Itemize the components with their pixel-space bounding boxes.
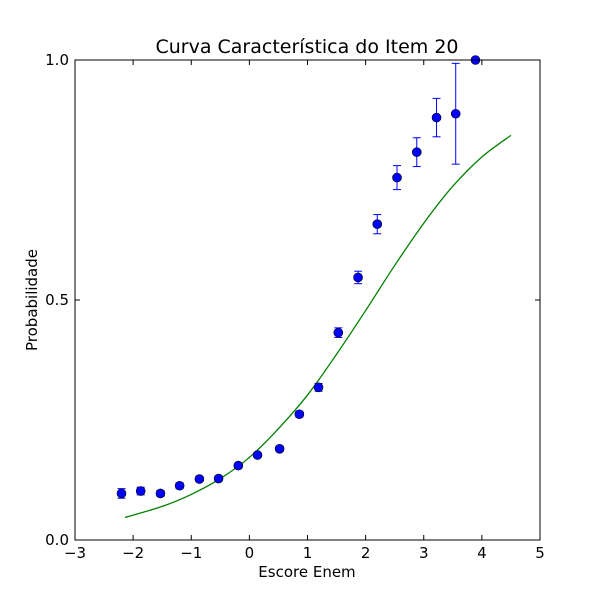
data-point — [333, 327, 344, 338]
data-point — [431, 112, 442, 123]
x-tick-label: −2 — [122, 544, 144, 562]
data-point — [372, 219, 383, 229]
x-axis-label: Escore Enem — [258, 563, 355, 581]
data-point — [411, 147, 422, 157]
x-tick-label: 0 — [245, 544, 255, 562]
x-tick-label: 4 — [477, 544, 487, 562]
y-tick-label: 0.5 — [45, 291, 69, 309]
data-point — [116, 488, 127, 499]
tick-group: −3 −2 −1 0 1 2 3 4 5 0.0 0.5 1.0 — [45, 51, 545, 562]
x-tick-label: 3 — [419, 544, 429, 562]
x-tick-label: −3 — [64, 544, 86, 562]
chart-title: Curva Característica do Item 20 — [155, 36, 458, 58]
x-tick-label: 5 — [535, 544, 545, 562]
x-tick-label: 2 — [361, 544, 371, 562]
data-point — [313, 382, 324, 393]
x-tick-label: −1 — [180, 544, 202, 562]
fitted-curve-group — [124, 134, 512, 519]
data-point — [450, 108, 461, 119]
data-points-group — [116, 55, 481, 499]
y-axis-label: Probabilidade — [23, 249, 41, 351]
x-tick-label: 1 — [303, 544, 313, 562]
data-point — [135, 486, 146, 496]
y-tick-label: 0.0 — [45, 531, 69, 549]
data-point — [392, 172, 402, 183]
y-tick-label: 1.0 — [45, 51, 69, 69]
data-point — [174, 480, 185, 491]
data-point — [252, 450, 263, 460]
data-point — [194, 474, 205, 484]
data-point — [353, 272, 363, 283]
data-point — [233, 460, 244, 471]
data-point — [274, 443, 285, 454]
data-point — [294, 409, 305, 420]
fitted-curve-line — [124, 134, 512, 519]
data-point — [155, 488, 166, 499]
data-point — [213, 473, 224, 484]
plot-background — [75, 60, 540, 540]
